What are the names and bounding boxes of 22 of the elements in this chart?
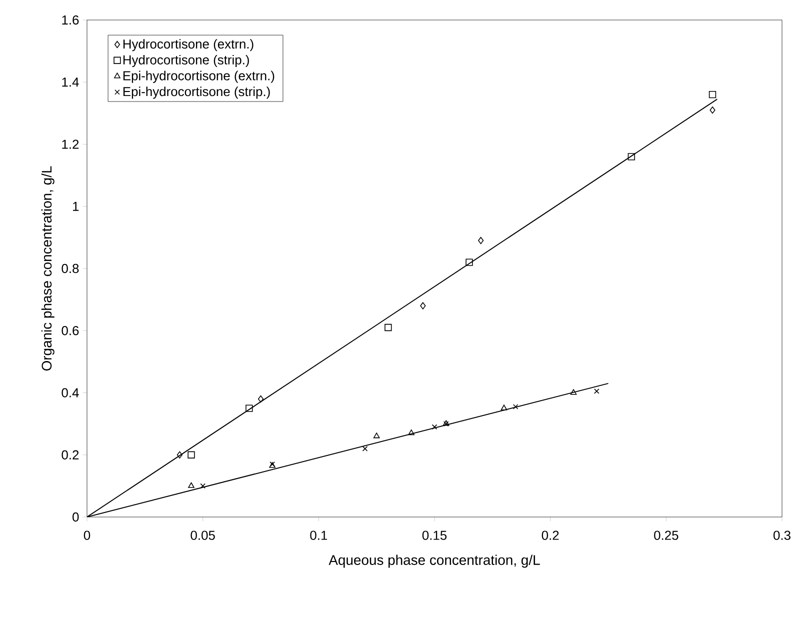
x-tick-label: 0.05 (190, 530, 215, 540)
x-tick-label: 0.3 (774, 530, 790, 540)
y-tick-label: 0 (72, 512, 79, 522)
y-tick-label: 0.6 (62, 326, 79, 336)
y-tick-label: 1.2 (62, 140, 79, 149)
y-tick-label: 1.4 (62, 78, 79, 87)
legend-label: Hydrocortisone (strip.) (123, 54, 249, 68)
y-tick-label: 0.2 (62, 450, 79, 460)
y-tick-label: 0.8 (62, 264, 79, 274)
x-tick-label: 0.2 (542, 530, 559, 540)
y-axis-title: Organic phase concentration, g/L (41, 166, 54, 371)
legend-label: Hydrocortisone (extrn.) (123, 39, 254, 52)
x-tick-label: 0 (84, 530, 90, 540)
legend-label: Epi-hydrocortisone (strip.) (123, 86, 270, 99)
x-tick-label: 0.25 (654, 530, 678, 540)
x-tick-label: 0.1 (310, 530, 328, 540)
x-tick-label: 0.15 (422, 530, 447, 540)
y-tick-label: 1 (73, 202, 79, 211)
y-tick-label: 0.4 (62, 388, 79, 398)
y-tick-label: 1.6 (62, 15, 79, 25)
x-axis-title: Aqueous phase concentration, g/L (328, 554, 540, 568)
legend-label: Epi-hydrocortisone (extrn.) (123, 70, 274, 83)
